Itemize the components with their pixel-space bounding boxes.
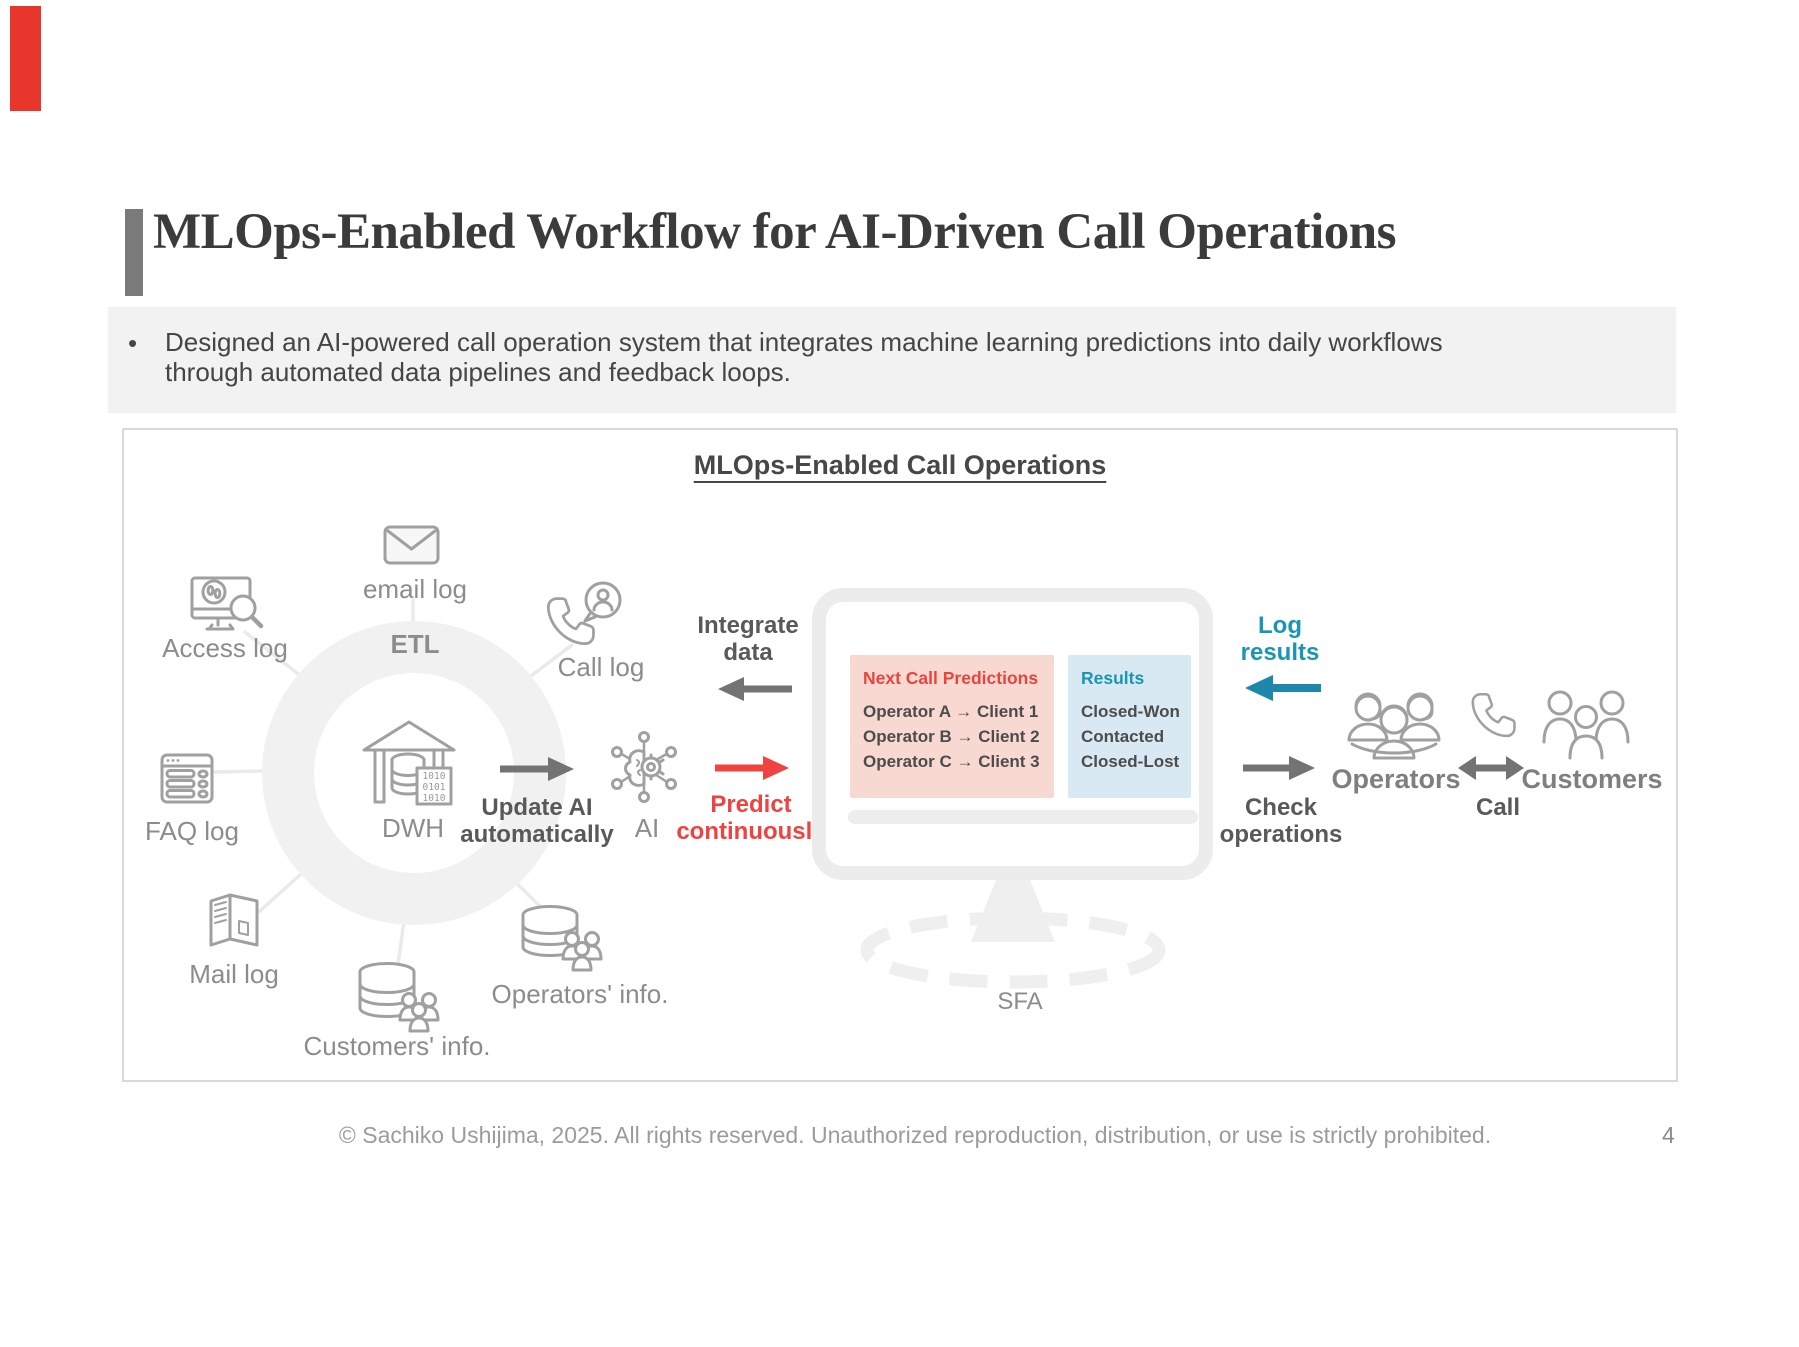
ai-label: AI xyxy=(634,813,660,843)
prediction-row: Operator B → Client 2 xyxy=(863,727,1040,746)
dwh-icon: 1010 0101 1010 xyxy=(360,716,458,808)
svg-text:1010: 1010 xyxy=(423,793,446,804)
customers-label: Customers xyxy=(1521,764,1663,794)
faq-log-icon xyxy=(160,753,216,805)
customers-icon xyxy=(1536,686,1636,766)
predict-label: Predict continuously xyxy=(676,791,826,845)
dwh-label: DWH xyxy=(381,813,445,843)
call-phone-icon xyxy=(1466,690,1518,738)
prediction-row: Operator C → Client 3 xyxy=(863,752,1040,771)
mail-log-icon xyxy=(206,892,264,950)
page-title: MLOps-Enabled Workflow for AI-Driven Cal… xyxy=(153,204,1396,260)
check-operations-arrow-icon xyxy=(1243,753,1317,783)
access-log-icon xyxy=(190,576,268,638)
result-row: Closed-Won xyxy=(1081,702,1180,721)
mail-log-label: Mail log xyxy=(189,959,279,989)
operators-info-label: Operators' info. xyxy=(491,979,669,1009)
log-results-arrow-icon xyxy=(1243,672,1321,704)
ai-icon xyxy=(610,730,678,804)
prediction-row: Operator A → Client 1 xyxy=(863,702,1039,721)
operators-icon xyxy=(1338,686,1450,766)
call-double-arrow-icon xyxy=(1456,753,1526,783)
diagram-title: MLOps-Enabled Call Operations xyxy=(693,450,1107,480)
call-log-icon xyxy=(543,580,625,648)
integrate-data-label: Integrate data xyxy=(697,612,799,666)
operators-info-icon xyxy=(519,903,603,973)
update-ai-arrow-icon xyxy=(500,754,576,784)
result-row: Contacted xyxy=(1081,727,1165,746)
predict-arrow-icon xyxy=(715,753,791,783)
call-log-label: Call log xyxy=(557,652,645,682)
faq-log-label: FAQ log xyxy=(145,816,239,846)
sfa-toolbar-bar xyxy=(848,810,1198,824)
predictions-title: Next Call Predictions xyxy=(863,668,1039,688)
customers-info-icon xyxy=(356,960,440,1036)
bullet-marker: • xyxy=(128,328,138,358)
result-row: Closed-Lost xyxy=(1081,752,1180,771)
email-log-label: email log xyxy=(362,574,468,604)
check-operations-label: Check operations xyxy=(1219,794,1343,848)
summary-text: Designed an AI-powered call operation sy… xyxy=(165,327,1443,387)
email-icon xyxy=(382,522,442,568)
etl-label: ETL xyxy=(390,629,440,659)
customers-info-label: Customers' info. xyxy=(303,1031,491,1061)
update-ai-label: Update AI automatically xyxy=(460,794,614,848)
integrate-data-arrow-icon xyxy=(716,674,792,704)
results-title: Results xyxy=(1081,668,1145,688)
summary-box xyxy=(108,307,1676,413)
title-accent-bar xyxy=(125,209,143,296)
slide-corner-accent xyxy=(10,6,41,111)
results-panel: Results Closed-Won Contacted Closed-Lost xyxy=(1068,655,1191,798)
svg-text:0101: 0101 xyxy=(423,782,446,793)
copyright-text: © Sachiko Ushijima, 2025. All rights res… xyxy=(338,1122,1492,1148)
log-results-label: Log results xyxy=(1240,612,1320,666)
access-log-label: Access log xyxy=(162,633,288,663)
call-label: Call xyxy=(1475,794,1521,821)
sfa-label: SFA xyxy=(997,988,1043,1015)
predictions-panel: Next Call Predictions Operator A → Clien… xyxy=(850,655,1054,798)
svg-text:1010: 1010 xyxy=(423,771,446,782)
operators-label: Operators xyxy=(1331,764,1461,794)
page-number: 4 xyxy=(1662,1122,1675,1148)
